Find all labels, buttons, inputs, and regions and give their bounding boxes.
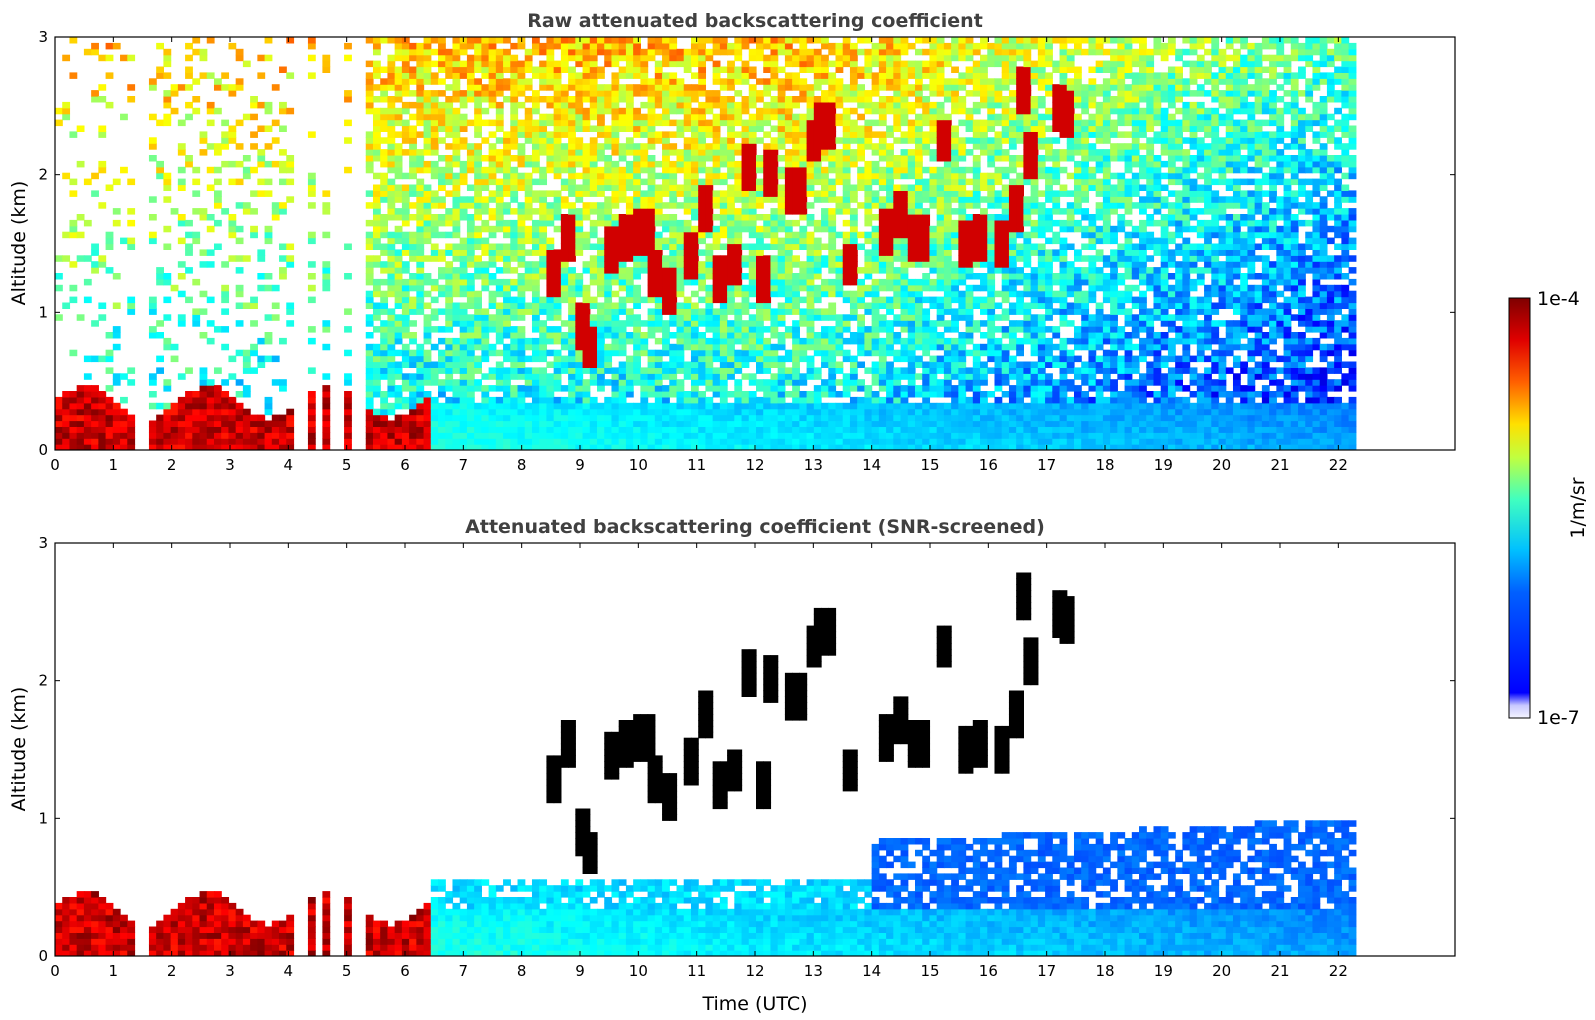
x-tick-label: 16 bbox=[979, 456, 998, 474]
x-tick-label: 18 bbox=[1095, 962, 1114, 980]
x-tick-label: 17 bbox=[1037, 456, 1056, 474]
x-tick-label: 12 bbox=[745, 456, 764, 474]
x-tick-label: 18 bbox=[1095, 456, 1114, 474]
x-tick-label: 3 bbox=[225, 962, 235, 980]
x-tick-label: 4 bbox=[284, 456, 294, 474]
x-tick-label: 19 bbox=[1154, 962, 1173, 980]
colorbar-ramp bbox=[1508, 297, 1531, 719]
x-tick-label: 14 bbox=[862, 962, 881, 980]
x-tick-label: 15 bbox=[920, 962, 939, 980]
x-tick-label: 13 bbox=[804, 456, 823, 474]
x-tick-label: 11 bbox=[687, 962, 706, 980]
x-tick-label: 21 bbox=[1270, 456, 1289, 474]
y-tick-label: 0 bbox=[38, 441, 48, 459]
y-axis-label: Altitude (km) bbox=[8, 181, 30, 306]
x-tick-label: 22 bbox=[1329, 456, 1348, 474]
x-tick-label: 2 bbox=[167, 456, 177, 474]
x-tick-label: 7 bbox=[459, 962, 469, 980]
x-tick-label: 6 bbox=[400, 962, 410, 980]
x-tick-label: 12 bbox=[745, 962, 764, 980]
x-tick-label: 6 bbox=[400, 456, 410, 474]
x-tick-label: 15 bbox=[920, 456, 939, 474]
x-tick-label: 7 bbox=[459, 456, 469, 474]
y-tick-label: 2 bbox=[38, 672, 48, 690]
x-tick-label: 5 bbox=[342, 962, 352, 980]
x-tick-label: 9 bbox=[575, 962, 585, 980]
y-axis-label: Altitude (km) bbox=[8, 687, 30, 812]
colorbar-unit-label: 1/m/sr bbox=[1567, 477, 1589, 538]
y-tick-label: 2 bbox=[38, 166, 48, 184]
x-tick-label: 13 bbox=[804, 962, 823, 980]
x-tick-label: 10 bbox=[629, 456, 648, 474]
y-tick-label: 3 bbox=[38, 28, 48, 46]
x-tick-label: 4 bbox=[284, 962, 294, 980]
heatmap-screened bbox=[55, 572, 1357, 956]
x-tick-label: 17 bbox=[1037, 962, 1056, 980]
panel-screened: Attenuated backscattering coefficient (S… bbox=[8, 516, 1456, 1015]
chart-title: Raw attenuated backscattering coefficien… bbox=[527, 10, 983, 32]
x-tick-label: 9 bbox=[575, 456, 585, 474]
x-tick-label: 1 bbox=[109, 962, 119, 980]
colorbar-min-label: 1e-7 bbox=[1537, 707, 1580, 729]
x-tick-label: 20 bbox=[1212, 962, 1231, 980]
x-tick-label: 16 bbox=[979, 962, 998, 980]
x-tick-label: 3 bbox=[225, 456, 235, 474]
x-tick-label: 0 bbox=[50, 456, 60, 474]
x-tick-label: 2 bbox=[167, 962, 177, 980]
x-tick-label: 11 bbox=[687, 456, 706, 474]
x-tick-label: 21 bbox=[1270, 962, 1289, 980]
x-tick-label: 0 bbox=[50, 962, 60, 980]
heatmap-raw bbox=[55, 37, 1357, 450]
y-tick-label: 0 bbox=[38, 947, 48, 965]
panel-raw: Raw attenuated backscattering coefficien… bbox=[8, 10, 1456, 474]
x-tick-label: 20 bbox=[1212, 456, 1231, 474]
x-tick-label: 1 bbox=[109, 456, 119, 474]
y-tick-label: 3 bbox=[38, 534, 48, 552]
colorbar: 1e-4 1e-7 1/m/sr bbox=[1508, 288, 1589, 729]
y-tick-label: 1 bbox=[38, 303, 48, 321]
x-axis-label: Time (UTC) bbox=[701, 993, 807, 1015]
y-tick-label: 1 bbox=[38, 809, 48, 827]
x-tick-label: 5 bbox=[342, 456, 352, 474]
x-tick-label: 14 bbox=[862, 456, 881, 474]
x-tick-label: 8 bbox=[517, 456, 527, 474]
x-tick-label: 22 bbox=[1329, 962, 1348, 980]
chart-title: Attenuated backscattering coefficient (S… bbox=[465, 516, 1045, 538]
x-tick-label: 8 bbox=[517, 962, 527, 980]
x-tick-label: 19 bbox=[1154, 456, 1173, 474]
x-tick-label: 10 bbox=[629, 962, 648, 980]
colorbar-max-label: 1e-4 bbox=[1537, 288, 1580, 310]
